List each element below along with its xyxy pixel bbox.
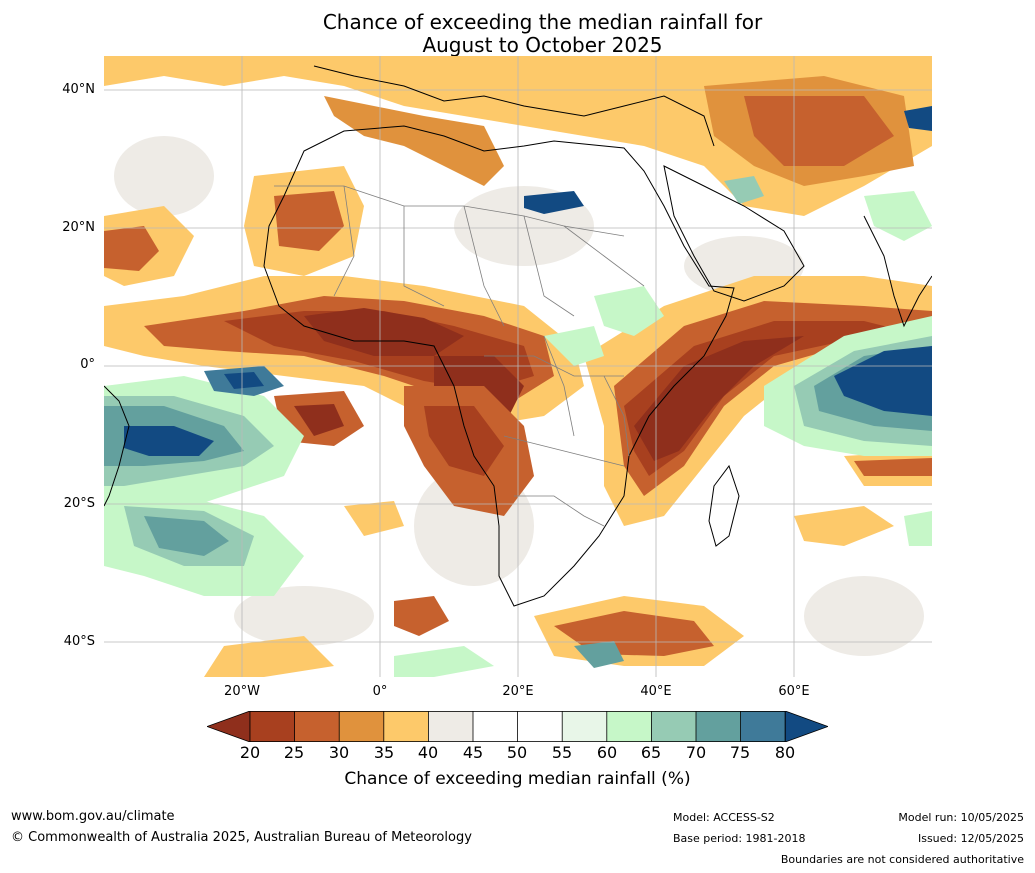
- model-name: Model: ACCESS-S2: [673, 811, 775, 824]
- map-canvas: [104, 56, 932, 677]
- colorbar-tick-20: 20: [239, 743, 261, 762]
- colorbar-tick-45: 45: [462, 743, 484, 762]
- colorbar-bin-40-45: [428, 711, 473, 742]
- lon-label-0: 0°: [372, 684, 388, 699]
- map-title-line-2: August to October 2025: [422, 33, 663, 57]
- website-url: www.bom.gov.au/climate: [11, 809, 175, 824]
- colorbar-above-80: [784, 711, 828, 742]
- wet-regions: [104, 106, 932, 677]
- colorbar-bin-55-60: [562, 711, 607, 742]
- colorbar-tick-25: 25: [283, 743, 305, 762]
- colorbar-tick-70: 70: [685, 743, 707, 762]
- model-run-date: Model run: 10/05/2025: [898, 811, 1024, 824]
- lon-label-60e: 60°E: [778, 684, 810, 699]
- colorbar-bin-35-40: [383, 711, 429, 742]
- colorbar-bin-75-80: [740, 711, 786, 742]
- colorbar-label: Chance of exceeding median rainfall (%): [344, 769, 691, 789]
- coastlines: [104, 65, 932, 607]
- base-period: Base period: 1981-2018: [673, 832, 806, 845]
- colorbar-bin-65-70: [651, 711, 696, 742]
- colorbar-tick-40: 40: [417, 743, 439, 762]
- map-title-line-1: Chance of exceeding the median rainfall …: [322, 10, 763, 34]
- colorbar-bin-60-65: [606, 711, 652, 742]
- colorbar-tick-30: 30: [328, 743, 350, 762]
- lat-label-20n: 20°N: [62, 220, 95, 235]
- colorbar-tick-80: 80: [774, 743, 796, 762]
- colorbar-bin-70-75: [696, 711, 741, 742]
- colorbar-tick-60: 60: [596, 743, 618, 762]
- lat-label-40s: 40°S: [63, 634, 95, 649]
- colorbar-below-20: [207, 711, 251, 742]
- lat-label-40n: 40°N: [62, 82, 95, 97]
- lat-label-20s: 20°S: [63, 496, 95, 511]
- colorbar-tick-50: 50: [506, 743, 528, 762]
- lat-label-0: 0°: [80, 357, 95, 372]
- colorbar-bin-25-30: [294, 711, 340, 742]
- graticule-lines: [104, 56, 932, 677]
- colorbar-tick-55: 55: [551, 743, 573, 762]
- country-borders: [274, 185, 645, 527]
- colorbar-bin-20-25: [250, 711, 295, 742]
- colorbar-tick-75: 75: [729, 743, 751, 762]
- issued-date: Issued: 12/05/2025: [917, 832, 1024, 845]
- lon-label-20e: 20°E: [502, 684, 534, 699]
- colorbar-tick-65: 65: [640, 743, 662, 762]
- copyright-notice: © Commonwealth of Australia 2025, Austra…: [11, 830, 472, 845]
- lon-label-20w: 20°W: [224, 684, 260, 699]
- colorbar-tick-35: 35: [373, 743, 395, 762]
- colorbar: [207, 711, 828, 742]
- boundary-disclaimer: Boundaries are not considered authoritat…: [780, 853, 1024, 866]
- lon-label-40e: 40°E: [640, 684, 672, 699]
- rainfall-outlook-map: [104, 56, 932, 677]
- colorbar-bin-30-35: [339, 711, 384, 742]
